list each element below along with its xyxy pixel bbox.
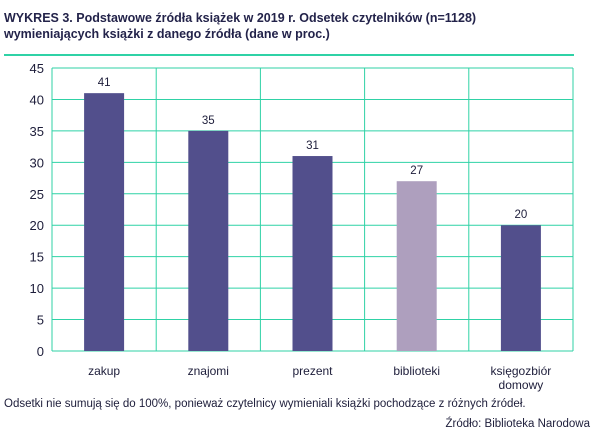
bar [188, 130, 229, 351]
chart-title-line-2: wymieniających książki z danego źródła (… [4, 27, 330, 41]
y-tick-label: 45 [30, 61, 44, 76]
y-tick-label: 10 [30, 281, 44, 296]
x-tick-label: znajomi [188, 364, 229, 378]
x-tick-label: domowy [499, 378, 544, 392]
y-tick-label: 35 [30, 124, 44, 139]
y-tick-label: 5 [37, 313, 44, 328]
y-tick-label: 30 [30, 155, 44, 170]
data-label: 27 [410, 165, 423, 177]
bar [500, 225, 541, 351]
bar [292, 156, 333, 351]
x-tick-label: biblioteki [393, 364, 440, 378]
footnote: Odsetki nie sumują się do 100%, ponieważ… [4, 398, 526, 410]
y-tick-label: 0 [37, 344, 44, 359]
data-label: 35 [202, 115, 215, 127]
y-tick-label: 40 [30, 92, 44, 107]
title-rule [4, 54, 574, 56]
y-tick-label: 15 [30, 250, 44, 265]
bar-chart: 0 5 10 15 20 25 30 35 40 45 41 zakup 35 znajomi 31 prez… [30, 61, 574, 392]
bar [84, 93, 125, 352]
x-tick-label: prezent [292, 364, 333, 378]
data-label: 31 [306, 140, 319, 152]
source-note: Źródło: Biblioteka Narodowa [445, 418, 590, 430]
bar [396, 181, 437, 351]
x-tick-label: zakup [88, 364, 120, 378]
y-tick-label: 25 [30, 187, 44, 202]
y-tick-label: 20 [30, 218, 44, 233]
chart-title: WYKRES 3. Podstawowe źródła książek w 20… [4, 10, 594, 42]
chart-title-line-1: WYKRES 3. Podstawowe źródła książek w 20… [4, 11, 477, 25]
x-tick-label: księgozbiór [491, 364, 552, 378]
data-label: 41 [98, 77, 111, 89]
data-label: 20 [515, 209, 528, 221]
